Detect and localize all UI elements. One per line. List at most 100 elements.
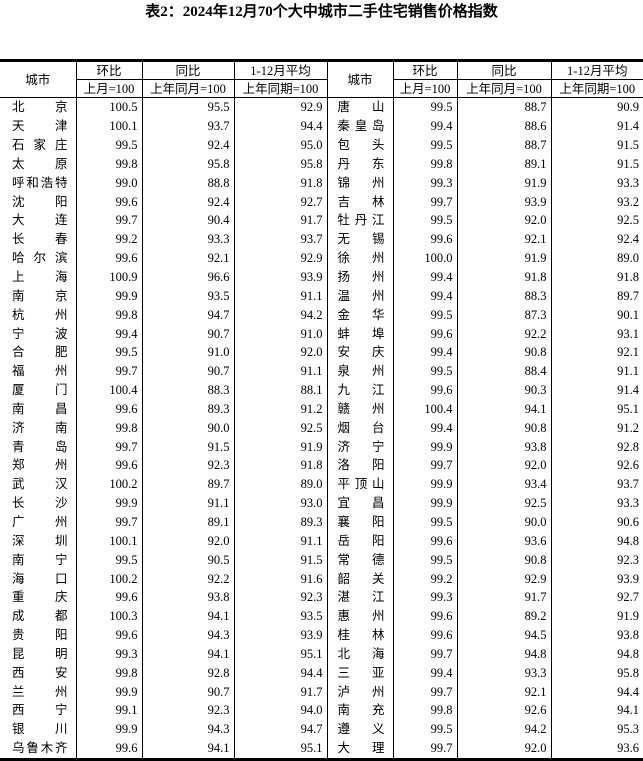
- header-avg-base: 上年同期=100: [550, 79, 643, 98]
- yoy-index: 90.5: [141, 550, 234, 570]
- mom-index: 99.6: [75, 456, 142, 475]
- table-row: 大连 99.7 90.4 91.7 牡丹江 99.5 92.0 92.5: [0, 211, 643, 230]
- mom-index: 99.7: [75, 211, 142, 230]
- mom-index: 99.6: [75, 625, 142, 645]
- city-name: 宁波: [12, 326, 68, 341]
- yoy-index: 93.8: [141, 587, 234, 607]
- city-name: 韶关: [326, 569, 393, 588]
- city-name: 合肥: [12, 345, 68, 360]
- yoy-index: 91.5: [141, 437, 234, 457]
- header-mom-base: 上月=100: [76, 79, 143, 98]
- avg-index: 91.6: [233, 569, 327, 588]
- table-row: 沈阳 99.6 92.4 92.7 吉林 99.7 93.9 93.2: [0, 192, 643, 212]
- table-row: 呼和浩特 99.0 88.8 91.8 锦州 99.3 91.9 93.3: [0, 173, 643, 193]
- mom-index: 99.5: [392, 305, 457, 325]
- header-mom: 环比: [75, 60, 143, 80]
- avg-index: 95.1: [233, 738, 327, 760]
- yoy-index: 89.1: [141, 512, 234, 532]
- mom-index: 99.7: [75, 361, 142, 381]
- mom-index: 99.7: [392, 644, 457, 664]
- avg-index: 94.4: [233, 663, 327, 683]
- city-name: 安庆: [326, 342, 393, 362]
- avg-index: 93.3: [550, 493, 643, 513]
- city-name: 福州: [12, 364, 68, 379]
- city-name: 南京: [12, 288, 68, 303]
- table-row: 哈尔滨 99.6 92.1 92.9 徐州 100.0 91.9 89.0: [0, 248, 643, 268]
- city-name: 呼和浩特: [12, 175, 68, 190]
- mom-index: 99.5: [392, 135, 457, 155]
- mom-index: 99.5: [392, 361, 457, 381]
- table-row: 郑州 99.6 92.3 91.8 洛阳 99.7 92.0 92.6: [0, 456, 643, 475]
- avg-index: 95.0: [233, 135, 327, 155]
- city-name: 海口: [12, 571, 68, 586]
- city-name: 锦州: [326, 173, 393, 193]
- city-name: 九江: [326, 380, 393, 400]
- header-yoy: 同比: [456, 60, 552, 80]
- yoy-index: 94.3: [141, 719, 234, 739]
- city-name: 遵义: [326, 719, 393, 739]
- city-name: 大连: [12, 213, 68, 228]
- yoy-index: 93.3: [456, 663, 551, 683]
- table-row: 上海 100.9 96.6 93.9 扬州 99.4 91.8 91.8: [0, 267, 643, 287]
- yoy-index: 92.3: [141, 701, 234, 720]
- yoy-index: 95.8: [141, 154, 234, 174]
- yoy-index: 90.8: [456, 418, 551, 438]
- table-row: 天津 100.1 93.7 94.4 秦皇岛 99.4 88.6 91.4: [0, 116, 643, 136]
- yoy-index: 89.1: [456, 154, 551, 174]
- avg-index: 94.4: [233, 116, 327, 136]
- yoy-index: 88.4: [456, 361, 551, 381]
- mom-index: 99.6: [75, 399, 142, 419]
- avg-index: 92.3: [233, 587, 327, 607]
- city-name: 长春: [12, 232, 68, 247]
- yoy-index: 94.7: [141, 305, 234, 325]
- mom-index: 99.4: [392, 286, 457, 306]
- header-avg: 1-12月平均: [233, 60, 328, 80]
- header-avg-base: 上年同期=100: [233, 79, 328, 98]
- mom-index: 99.9: [75, 493, 142, 513]
- table-row: 深圳 100.1 92.0 91.1 岳阳 99.6 93.6 94.8: [0, 531, 643, 551]
- mom-index: 99.7: [392, 192, 457, 212]
- yoy-index: 88.3: [456, 286, 551, 306]
- avg-index: 94.8: [550, 531, 643, 551]
- city-name: 银川: [12, 722, 68, 737]
- mom-index: 99.5: [75, 342, 142, 362]
- yoy-index: 92.0: [456, 738, 551, 760]
- city-name: 西宁: [12, 703, 68, 718]
- avg-index: 89.0: [550, 248, 643, 268]
- avg-index: 90.1: [550, 305, 643, 325]
- avg-index: 93.9: [233, 625, 327, 645]
- city-name: 北海: [326, 644, 393, 664]
- yoy-index: 91.9: [456, 248, 551, 268]
- table-row: 成都 100.3 94.1 93.5 惠州 99.6 89.2 91.9: [0, 606, 643, 626]
- mom-index: 99.2: [75, 229, 142, 249]
- avg-index: 91.5: [233, 550, 327, 570]
- city-name: 泸州: [326, 682, 393, 701]
- yoy-index: 93.4: [456, 474, 551, 494]
- avg-index: 89.3: [233, 512, 327, 532]
- mom-index: 100.9: [75, 267, 142, 287]
- table-row: 宁波 99.4 90.7 91.0 蚌埠 99.6 92.2 93.1: [0, 324, 643, 343]
- avg-index: 91.1: [233, 361, 327, 381]
- avg-index: 94.8: [550, 644, 643, 664]
- mom-index: 99.6: [392, 229, 457, 249]
- page-title: 表2：2024年12月70个大中城市二手住宅销售价格指数: [145, 4, 498, 20]
- table-row: 石家庄 99.5 92.4 95.0 包头 99.5 88.7 91.5: [0, 135, 643, 155]
- mom-index: 99.2: [392, 569, 457, 588]
- city-name: 南充: [326, 701, 393, 720]
- avg-index: 93.6: [550, 738, 643, 760]
- table-row: 海口 100.2 92.2 91.6 韶关 99.2 92.9 93.9: [0, 569, 643, 588]
- yoy-index: 90.8: [456, 342, 551, 362]
- yoy-index: 88.7: [456, 135, 551, 155]
- city-name: 金华: [326, 305, 393, 325]
- city-name: 济南: [12, 420, 68, 435]
- avg-index: 92.7: [233, 192, 327, 212]
- city-name: 长沙: [12, 496, 68, 511]
- avg-index: 94.7: [233, 719, 327, 739]
- mom-index: 100.1: [75, 116, 142, 136]
- table-row: 福州 99.7 90.7 91.1 泉州 99.5 88.4 91.1: [0, 361, 643, 381]
- mom-index: 99.8: [75, 663, 142, 683]
- mom-index: 99.3: [392, 173, 457, 193]
- yoy-index: 95.5: [141, 97, 234, 117]
- city-name: 烟台: [326, 418, 393, 438]
- yoy-index: 93.6: [456, 531, 551, 551]
